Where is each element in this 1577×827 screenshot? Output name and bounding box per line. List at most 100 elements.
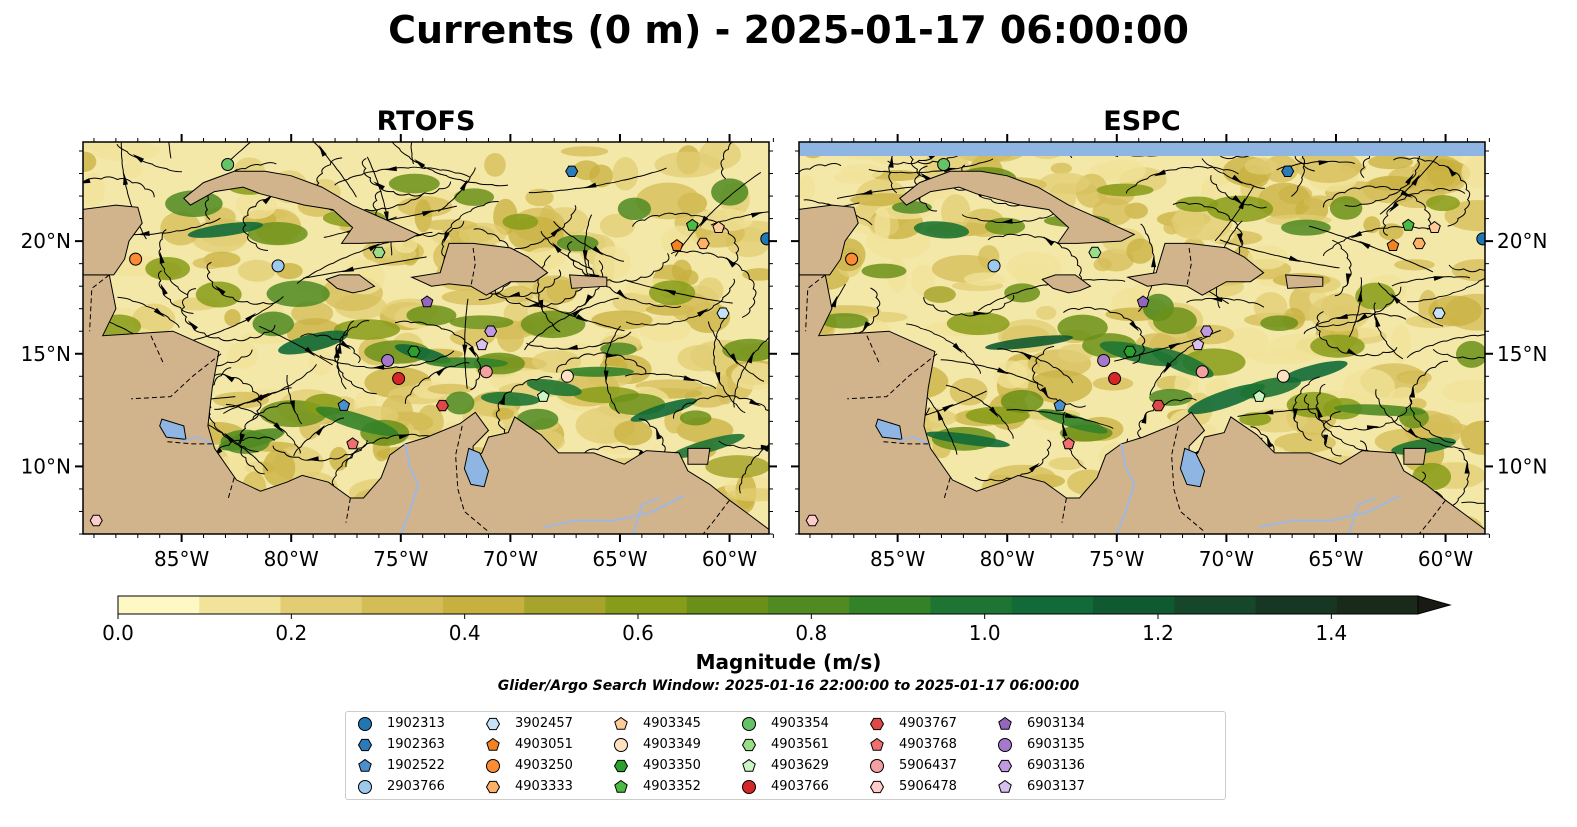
legend-label: 6903136 <box>1027 758 1085 773</box>
lake <box>159 418 187 440</box>
magnitude-patch <box>502 213 539 230</box>
streamline <box>868 158 994 174</box>
magnitude-patch <box>388 173 440 194</box>
strong-current-band <box>218 428 285 451</box>
lake <box>1179 447 1206 488</box>
colorbar-label: Magnitude (m/s) <box>695 650 882 674</box>
country-border <box>1061 497 1067 523</box>
legend-item-4903349: 4903349 <box>612 735 701 754</box>
land <box>799 170 1485 534</box>
lon-tick-label: 75°W <box>373 547 428 571</box>
legend-marker <box>998 716 1012 730</box>
magnitude-patch <box>599 213 635 238</box>
colorbar-bin-10 <box>930 596 1013 614</box>
streamline-arrow <box>1356 313 1368 323</box>
streamline-arrow <box>289 400 295 413</box>
streamline <box>181 296 284 344</box>
float-1902363 <box>565 165 579 177</box>
magnitude-patch <box>252 311 295 337</box>
magnitude-patch <box>1310 334 1365 358</box>
streamline-arrow <box>499 392 506 405</box>
lon-tick-label: 80°W <box>980 547 1035 571</box>
country-border <box>882 441 929 445</box>
float-4903333 <box>1412 237 1426 250</box>
circle-marker-icon <box>358 716 372 731</box>
legend-label: 1902313 <box>387 716 445 731</box>
streamline <box>720 142 734 180</box>
streamline-arrow <box>584 294 593 307</box>
panel-title-rtofs: RTOFS <box>376 106 476 137</box>
lon-tick-label: 85°W <box>154 547 209 571</box>
streamline-arrow <box>747 351 754 364</box>
float-4903767 <box>1151 399 1165 412</box>
circle-marker-icon <box>742 779 756 794</box>
streamline <box>710 211 769 226</box>
streamline-arrow <box>1358 240 1371 249</box>
streamline-arrow <box>264 119 273 130</box>
streamline <box>313 142 357 198</box>
streamline-arrow <box>1129 320 1140 332</box>
float-6903136 <box>1200 325 1214 337</box>
magnitude-patch <box>1000 389 1044 413</box>
magnitude-patch <box>237 259 276 282</box>
legend-item-4903250: 4903250 <box>484 756 573 775</box>
streamline <box>625 278 736 326</box>
colorbar-bin-2 <box>280 596 363 614</box>
hexagon-marker-icon <box>357 738 373 751</box>
magnitude-patch <box>994 360 1028 389</box>
streamline-arrow <box>165 110 170 122</box>
float-4903350 <box>407 345 421 358</box>
streamline-arrow <box>153 307 165 318</box>
streamline <box>624 372 717 389</box>
legend-item-6903137: 6903137 <box>996 777 1085 796</box>
streamline-arrow <box>1293 408 1298 421</box>
streamline-arrow <box>1266 435 1273 448</box>
streamline-arrow <box>1405 173 1414 185</box>
legend-label: 4903250 <box>515 758 573 773</box>
strong-current-band <box>480 391 540 406</box>
colorbar-bin-7 <box>686 596 769 614</box>
streamline <box>1303 394 1413 431</box>
legend-item-4903345: 4903345 <box>612 714 701 733</box>
circle-marker-icon <box>486 758 500 773</box>
streamline-arrow <box>372 364 385 370</box>
country-border <box>455 425 489 533</box>
country-border <box>345 497 351 523</box>
streamline-arrow <box>306 456 319 462</box>
float-4903767 <box>435 399 449 412</box>
streamline <box>674 171 762 257</box>
streamline <box>977 278 1126 312</box>
lon-tick-label: 70°W <box>483 547 538 571</box>
streamline <box>1316 286 1402 328</box>
land-polygon <box>183 170 420 244</box>
colorbar-extend-arrow <box>1417 595 1452 615</box>
streamline <box>168 142 172 159</box>
float-4903350 <box>1123 345 1137 358</box>
colorbar-bin-14 <box>1255 596 1338 614</box>
axes-frame: 85°W 80°W 75°W 70°W 65°W 60°W 10°N 15°N 20°N <box>791 134 1547 571</box>
strong-current-band <box>913 221 970 239</box>
hexagon-marker-icon <box>869 780 885 793</box>
magnitude-patch <box>1057 314 1108 341</box>
streamline <box>1125 166 1239 194</box>
legend-item-4903350: 4903350 <box>612 756 701 775</box>
streamline-arrow <box>1410 385 1415 398</box>
streamline <box>83 176 155 198</box>
legend-item-6903136: 6903136 <box>996 756 1085 775</box>
streamline <box>526 331 632 350</box>
magnitude-patch <box>123 159 143 178</box>
legend-label: 4903561 <box>771 737 829 752</box>
pentagon-marker-icon <box>998 716 1012 730</box>
circle-marker-icon <box>742 716 756 731</box>
colorbar-tick-label: 1.2 <box>1142 621 1174 645</box>
float-4903561 <box>372 246 386 259</box>
legend-item-4903767: 4903767 <box>868 714 957 733</box>
magnitude-patch <box>560 146 609 157</box>
magnitude-patch <box>1253 292 1288 322</box>
float-3902457 <box>1432 307 1446 319</box>
float-6903137 <box>475 338 489 351</box>
magnitude-patch <box>1281 219 1331 236</box>
country-border <box>805 274 826 332</box>
streamline <box>565 260 604 314</box>
magnitude-patch <box>423 219 478 231</box>
